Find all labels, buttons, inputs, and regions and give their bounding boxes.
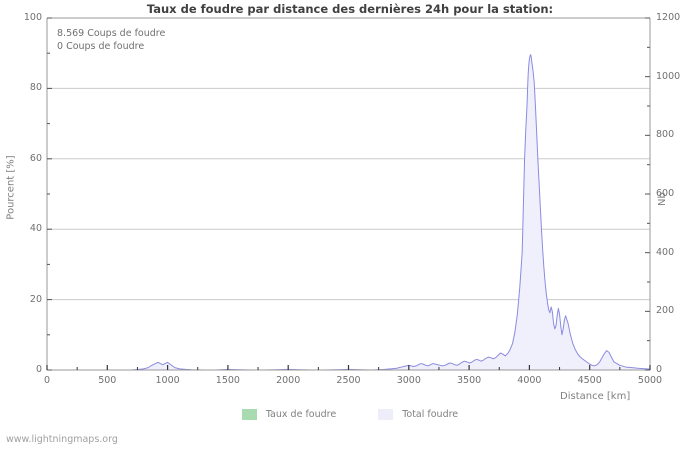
annotation-total-strokes: 8.569 Coups de foudre (57, 28, 166, 39)
chart-legend: Taux de foudre Total foudre (0, 409, 700, 420)
xtick-label-3000: 3000 (396, 375, 421, 386)
ytick-label-right-1000: 1000 (656, 70, 681, 82)
x-axis-label: Distance [km] (560, 391, 631, 402)
xtick-label-3500: 3500 (457, 375, 482, 386)
ytick-label-left-60: 60 (29, 152, 42, 164)
ytick-label-left-40: 40 (29, 223, 42, 235)
xtick-label-1500: 1500 (215, 375, 240, 386)
xtick-label-5000: 5000 (637, 375, 663, 386)
ytick-label-left-100: 100 (23, 12, 42, 23)
y-axis-label-right: Nb (657, 192, 668, 206)
ytick-label-right-200: 200 (656, 305, 675, 317)
footer-url: www.lightningmaps.org (6, 434, 118, 445)
xtick-label-0: 0 (43, 375, 51, 386)
ytick-label-right-800: 800 (656, 129, 675, 141)
legend-item-rate: Taux de foudre (241, 409, 337, 420)
xtick-label-500: 500 (98, 375, 117, 386)
series-area-total-foudre (47, 54, 650, 371)
ytick-label-right-600: 600 (656, 188, 675, 199)
ytick-label-left-0: 0 (35, 364, 42, 375)
ytick-label-left-80: 80 (29, 82, 42, 94)
xtick-label-2500: 2500 (336, 375, 361, 386)
legend-item-total: Total foudre (378, 409, 458, 420)
legend-swatch-rate (241, 409, 257, 420)
xtick-label-2000: 2000 (276, 375, 301, 386)
legend-swatch-total (378, 409, 394, 420)
xtick-label-1000: 1000 (155, 375, 180, 386)
legend-label-rate: Taux de foudre (265, 409, 337, 420)
xtick-label-4500: 4500 (577, 375, 602, 386)
ytick-label-right-400: 400 (656, 246, 675, 258)
annotation-station-strokes: 0 Coups de foudre (57, 41, 145, 52)
ytick-label-left-20: 20 (29, 293, 42, 305)
ytick-label-right-0: 0 (656, 364, 663, 375)
ytick-label-right-1200: 1200 (656, 12, 681, 23)
page-title: Taux de foudre par distance des dernière… (146, 2, 554, 16)
xtick-label-4000: 4000 (517, 375, 542, 386)
legend-label-total: Total foudre (402, 409, 459, 420)
